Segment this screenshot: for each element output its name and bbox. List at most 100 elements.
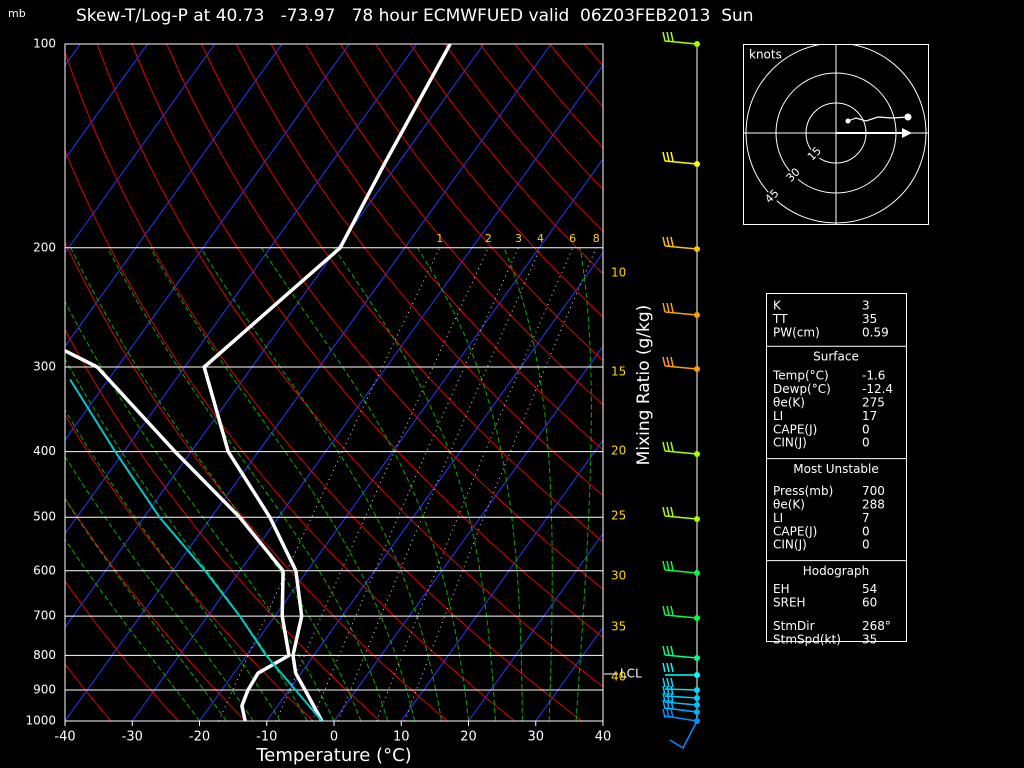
barb	[664, 701, 698, 706]
barb-flag	[670, 685, 674, 696]
storm-motion-head	[902, 128, 912, 138]
barb-flag	[666, 605, 670, 616]
row-value: 0	[862, 524, 870, 538]
barb	[664, 715, 698, 722]
chart-title: Skew-T/Log-P at 40.73 -73.97 78 hour ECM…	[76, 6, 754, 26]
barb-flag	[662, 506, 666, 517]
barb-flag	[670, 31, 674, 42]
x-tick-label: -30	[122, 730, 143, 745]
row-label: StmDir	[773, 619, 815, 633]
barb-flag	[662, 708, 666, 719]
barb-flag	[670, 699, 674, 710]
hodograph-frame	[743, 44, 929, 225]
mixing-ratio-label: 3	[515, 232, 522, 245]
isotherm	[65, 44, 148, 160]
row-label: EH	[773, 582, 790, 596]
row-value: 0	[862, 422, 870, 436]
mixing-ratio-line	[376, 247, 574, 721]
dry-adiabat	[201, 44, 603, 543]
dry-adiabat	[375, 44, 603, 318]
barb-flag	[662, 560, 666, 571]
barb-flag	[662, 605, 666, 616]
barb-flag	[666, 560, 670, 571]
hodo-trace	[847, 116, 909, 122]
y-tick-label: 1000	[25, 714, 56, 728]
barb-flag	[666, 685, 670, 696]
isotherm	[266, 251, 603, 721]
barb-flag	[670, 441, 674, 452]
side-label: 35	[611, 620, 626, 634]
isotherm	[199, 158, 603, 721]
side-label: 40	[611, 670, 626, 684]
barb	[664, 654, 698, 659]
barb-dot	[694, 246, 700, 252]
barb-flag	[670, 236, 674, 247]
x-tick-label: -40	[54, 730, 75, 745]
dry-adiabat	[166, 44, 603, 590]
row-value: 0.59	[862, 325, 889, 339]
barb-flag	[666, 692, 670, 703]
barb-flag	[666, 302, 670, 313]
dry-adiabat	[96, 44, 603, 688]
y-tick-label: 400	[33, 444, 56, 458]
hodo-ring	[745, 45, 927, 224]
barb-flag	[662, 151, 666, 162]
barb-flag	[662, 692, 666, 703]
barb	[664, 365, 698, 370]
moist-adiabat	[107, 247, 389, 721]
isotherm	[65, 44, 216, 254]
row-value: 60	[862, 596, 877, 610]
row-label: K	[773, 299, 782, 313]
barb-dot	[694, 695, 700, 701]
row-label: θe(K)	[773, 498, 805, 512]
y-tick-label: 200	[33, 240, 56, 254]
y-tick-label: 600	[33, 563, 56, 577]
row-value: 0	[862, 436, 870, 450]
barb-dot	[694, 366, 700, 372]
isotherm	[65, 44, 350, 441]
dry-adiabat	[270, 44, 603, 451]
isotherm	[333, 345, 603, 721]
y-tick-label: 800	[33, 648, 56, 662]
barb	[664, 245, 698, 250]
barb-flag	[662, 31, 666, 42]
side-label: 30	[611, 569, 626, 583]
mixing-ratio-line	[337, 247, 541, 721]
hodograph-unit: knots	[749, 48, 782, 62]
y-tick-label: 500	[33, 510, 56, 524]
wind-barbs	[662, 31, 700, 750]
plot: 1 2 3 4 6 81000900800700600500400300200100-40…	[25, 37, 642, 745]
barb-flag	[662, 302, 666, 313]
row-label: θe(K)	[773, 396, 805, 410]
barb-dot	[694, 702, 700, 708]
y-tick-label: 900	[33, 683, 56, 697]
mixing-ratio-label: 2	[485, 232, 492, 245]
barb-flag	[670, 645, 674, 656]
row-label: TT	[772, 312, 788, 326]
row-value: 3	[862, 299, 870, 313]
barb-dot	[694, 672, 700, 678]
barb-flag	[666, 441, 670, 452]
barb-flag	[670, 662, 674, 673]
profile-line	[69, 378, 323, 721]
side-label: 25	[611, 509, 626, 523]
right-axis-label: Mixing Ratio (g/kg)	[634, 305, 654, 466]
dry-adiabat	[305, 44, 603, 406]
x-tick-label: 30	[527, 730, 544, 745]
y-tick-label: 100	[33, 37, 56, 51]
barb-flag	[662, 356, 666, 367]
mixing-ratio-label: 8	[593, 232, 600, 245]
dry-adiabat	[65, 328, 381, 721]
barb-flag	[666, 677, 670, 688]
y-tick-label: 300	[33, 360, 56, 374]
x-tick-label: 0	[330, 730, 338, 745]
section-title: Most Unstable	[793, 462, 879, 476]
dry-adiabat	[65, 413, 314, 721]
x-tick-label: 20	[460, 730, 477, 745]
moist-adiabat	[575, 247, 592, 721]
row-label: PW(cm)	[773, 325, 820, 339]
mixing-ratio-label: 6	[569, 232, 576, 245]
barb	[664, 569, 698, 574]
hodo-ring-label-bg	[761, 186, 783, 208]
isotherm	[65, 44, 552, 721]
